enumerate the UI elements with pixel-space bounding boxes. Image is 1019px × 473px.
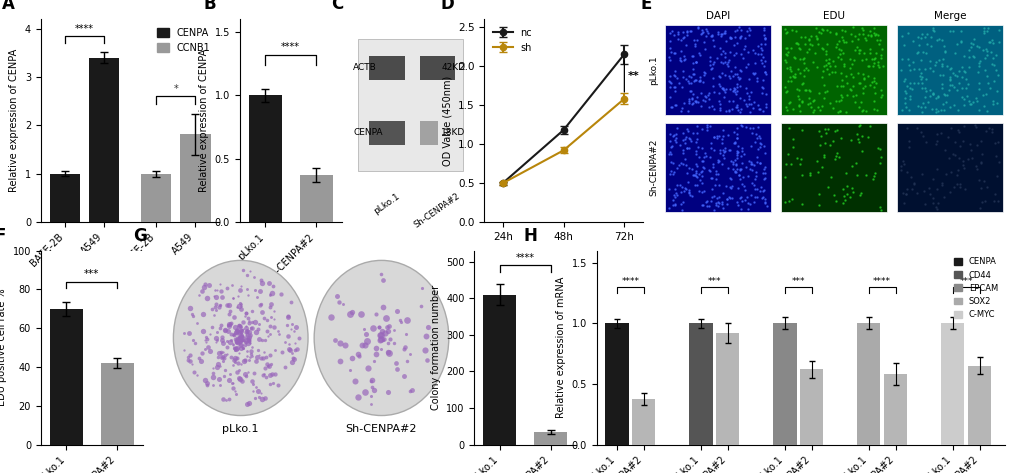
Y-axis label: Colony formation number: Colony formation number [430,285,440,410]
FancyBboxPatch shape [897,123,1002,212]
Y-axis label: Relative expression of CENPA: Relative expression of CENPA [9,49,19,192]
Legend: nc, sh: nc, sh [489,24,535,56]
Bar [141,174,171,222]
Text: Sh-CENPA#2: Sh-CENPA#2 [345,424,417,434]
Bar [89,58,119,222]
Text: 18KD: 18KD [441,128,466,137]
Text: pLko.1: pLko.1 [648,55,657,85]
Text: **: ** [627,71,639,81]
Bar [101,363,133,445]
Text: Sh-CENPA#2: Sh-CENPA#2 [413,192,462,230]
Text: pLko.1: pLko.1 [222,424,259,434]
Text: CENPA: CENPA [353,128,382,137]
Bar [632,399,655,445]
Bar [604,324,628,445]
Text: Sh-CENPA#2: Sh-CENPA#2 [648,139,657,196]
Text: pLko.1: pLko.1 [372,192,401,216]
Bar [483,295,516,445]
Text: EDU: EDU [822,11,844,21]
Y-axis label: Relative expression of mRNA: Relative expression of mRNA [555,277,566,418]
FancyBboxPatch shape [420,55,454,80]
FancyBboxPatch shape [369,55,405,80]
Bar [799,369,822,445]
Bar [180,134,210,222]
Ellipse shape [173,260,308,416]
Text: ***: *** [959,277,972,286]
Bar [856,324,879,445]
FancyBboxPatch shape [369,121,405,145]
Y-axis label: OD Value (450nm): OD Value (450nm) [442,76,452,166]
Text: ****: **** [281,42,300,52]
Bar [689,324,712,445]
Text: H: H [523,227,537,245]
Text: DAPI: DAPI [705,11,730,21]
Text: ****: **** [872,277,891,286]
Text: G: G [133,227,147,245]
Ellipse shape [314,260,448,416]
FancyBboxPatch shape [897,25,1002,114]
FancyBboxPatch shape [358,39,463,172]
Bar [772,324,796,445]
Text: A: A [1,0,14,13]
FancyBboxPatch shape [420,121,437,145]
Bar [50,174,79,222]
Bar [882,374,907,445]
FancyBboxPatch shape [664,123,769,212]
Bar [300,175,332,222]
Bar [50,309,83,445]
FancyBboxPatch shape [664,25,769,114]
Text: ***: *** [707,277,720,286]
Text: ***: *** [84,269,100,279]
Text: ACTB: ACTB [353,63,376,72]
FancyBboxPatch shape [781,123,886,212]
Y-axis label: Relative expression of CENPA: Relative expression of CENPA [199,49,209,192]
Text: ***: *** [791,277,804,286]
Text: ****: **** [516,254,534,263]
Bar [715,333,739,445]
Text: D: D [440,0,453,13]
Text: *: * [173,85,178,95]
Bar [967,366,990,445]
FancyBboxPatch shape [781,25,886,114]
Bar [940,324,963,445]
Text: F: F [0,227,6,245]
Text: C: C [330,0,342,13]
Text: 42KD: 42KD [441,63,466,72]
Y-axis label: EDU positive cell rate %: EDU positive cell rate % [0,289,7,406]
Legend: CENPA, CCNB1: CENPA, CCNB1 [153,24,214,56]
Text: ****: **** [74,24,94,34]
Text: B: B [204,0,216,13]
Text: E: E [640,0,651,13]
Text: ****: **** [621,277,639,286]
Text: Merge: Merge [932,11,965,21]
Legend: CENPA, CD44, EPCAM, SOX2, C-MYC: CENPA, CD44, EPCAM, SOX2, C-MYC [951,255,1000,322]
Bar [249,95,281,222]
Bar [534,432,567,445]
